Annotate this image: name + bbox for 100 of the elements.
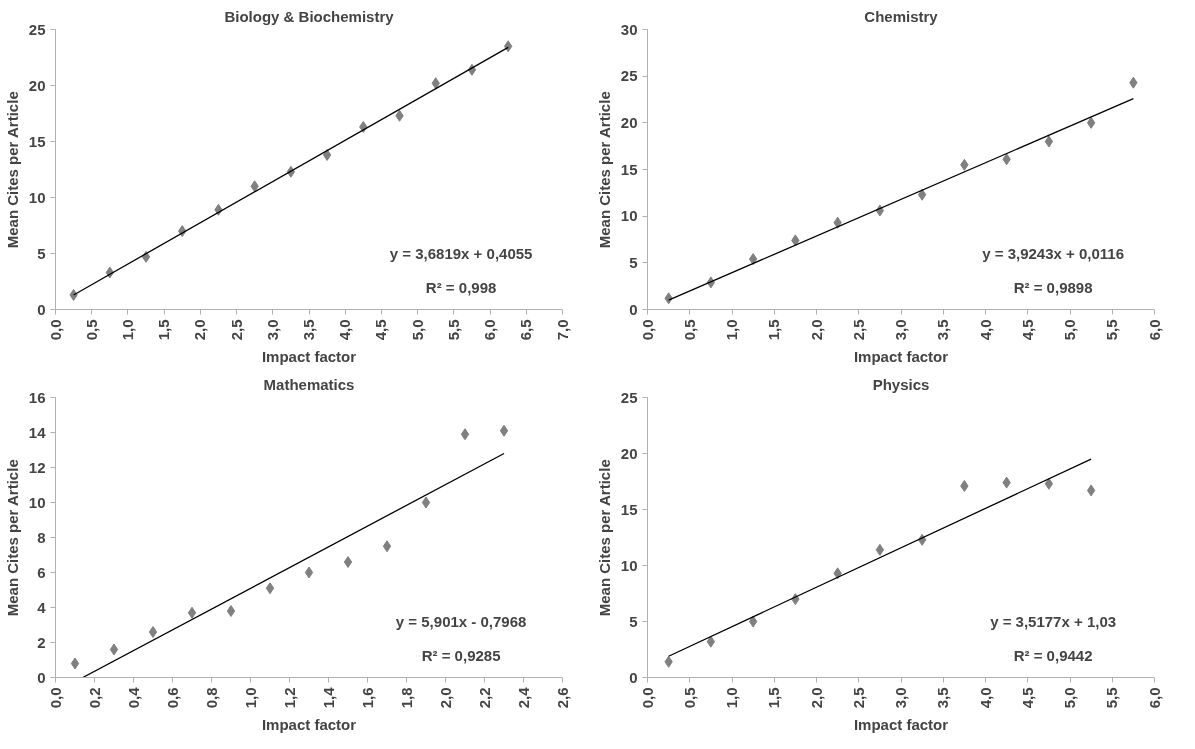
y-tick-label: 0 <box>37 668 46 686</box>
y-tick-label: 2 <box>37 633 46 651</box>
y-tick-label: 15 <box>620 160 638 178</box>
x-tick-label: 0,6 <box>163 687 181 709</box>
x-tick-label: 1,0 <box>723 319 740 341</box>
y-axis-title: Mean Cites per Article <box>595 91 613 249</box>
x-tick-label: 0,2 <box>85 687 103 709</box>
x-tick-label: 7,0 <box>553 319 571 341</box>
x-tick-label: 1,0 <box>241 687 259 709</box>
x-tick-label: 1,5 <box>765 319 783 341</box>
y-tick-label: 10 <box>28 188 46 206</box>
y-tick-label: 20 <box>28 76 46 94</box>
y-tick-label: 10 <box>28 493 46 511</box>
y-tick-label: 0 <box>37 300 46 318</box>
y-tick-label: 4 <box>37 598 47 616</box>
y-tick-label: 15 <box>28 132 46 150</box>
y-tick-label: 8 <box>37 528 46 546</box>
y-tick-label: 10 <box>620 207 638 225</box>
y-tick-label: 5 <box>37 244 46 262</box>
x-tick-label: 5,0 <box>1061 319 1078 341</box>
x-tick-label: 6,5 <box>517 319 535 341</box>
x-tick-label: 2,0 <box>436 687 454 709</box>
x-tick-label: 3,5 <box>934 687 952 709</box>
x-tick-label: 4,5 <box>1018 319 1036 341</box>
x-tick-label: 5,5 <box>444 319 462 341</box>
x-tick-label: 1,2 <box>280 687 298 709</box>
x-tick-label: 2,0 <box>807 687 825 709</box>
y-tick-label: 16 <box>28 388 46 406</box>
x-tick-label: 5,0 <box>1061 687 1078 709</box>
annotation: R² = 0,9442 <box>1013 646 1093 664</box>
x-axis-title: Impact factor <box>261 716 357 734</box>
x-tick-label: 2,2 <box>475 687 493 709</box>
chart-title: Physics <box>872 375 930 393</box>
chart-title: Biology & Biochemistry <box>224 7 395 25</box>
annotation: y = 3,6819x + 0,4055 <box>389 244 533 262</box>
x-tick-label: 1,4 <box>319 686 337 709</box>
x-tick-label: 3,0 <box>892 687 909 709</box>
y-tick-label: 5 <box>629 253 638 271</box>
y-axis-title: Mean Cites per Article <box>3 91 21 249</box>
y-tick-label: 10 <box>620 556 638 574</box>
x-tick-label: 5,5 <box>1103 319 1121 341</box>
x-axis-title: Impact factor <box>261 348 357 366</box>
y-tick-label: 30 <box>620 20 638 38</box>
x-tick-label: 4,5 <box>1018 687 1036 709</box>
x-tick-label: 3,0 <box>263 319 281 341</box>
x-tick-label: 6,0 <box>481 319 499 341</box>
y-tick-label: 25 <box>28 20 46 38</box>
x-axis-title: Impact factor <box>853 348 949 366</box>
y-axis-title: Mean Cites per Article <box>3 459 21 617</box>
y-tick-label: 15 <box>620 500 638 518</box>
x-tick-label: 6,0 <box>1145 319 1163 341</box>
x-tick-label: 2,5 <box>849 319 867 341</box>
x-tick-label: 2,4 <box>514 686 532 709</box>
x-axis-title: Impact factor <box>853 716 949 734</box>
x-tick-label: 1,0 <box>723 687 740 709</box>
x-tick-label: 0,5 <box>82 319 100 341</box>
x-tick-label: 0,5 <box>680 319 698 341</box>
x-tick-label: 1,5 <box>765 687 783 709</box>
y-tick-label: 12 <box>28 458 46 476</box>
annotation: y = 3,9243x + 0,0116 <box>982 244 1125 262</box>
x-tick-label: 2,5 <box>227 319 245 341</box>
x-tick-label: 0,4 <box>124 686 142 709</box>
x-tick-label: 1,8 <box>397 687 415 709</box>
x-tick-label: 2,6 <box>553 687 571 709</box>
annotation: y = 5,901x - 0,7968 <box>395 612 527 630</box>
y-tick-label: 20 <box>620 113 638 131</box>
x-tick-label: 4,0 <box>976 319 994 341</box>
x-tick-label: 2,5 <box>849 687 867 709</box>
y-tick-label: 25 <box>620 67 638 85</box>
y-tick-label: 0 <box>629 300 638 318</box>
y-tick-label: 20 <box>620 444 638 462</box>
x-tick-label: 4,0 <box>976 687 994 709</box>
x-tick-label: 0,8 <box>202 687 220 709</box>
annotation: y = 3,5177x + 1,03 <box>990 612 1117 630</box>
x-tick-label: 2,0 <box>191 319 209 341</box>
x-tick-label: 3,0 <box>892 319 909 341</box>
annotation: R² = 0,998 <box>425 278 497 296</box>
chart-title: Chemistry <box>864 7 939 25</box>
x-tick-label: 0,0 <box>46 319 64 341</box>
x-tick-label: 0,0 <box>46 687 64 709</box>
x-tick-label: 6,0 <box>1145 687 1163 709</box>
y-tick-label: 14 <box>28 423 47 441</box>
x-tick-label: 4,0 <box>336 319 354 341</box>
x-tick-label: 3,5 <box>300 319 317 341</box>
x-tick-label: 4,5 <box>372 319 390 341</box>
annotation: R² = 0,9285 <box>421 646 501 664</box>
x-tick-label: 3,5 <box>934 319 952 341</box>
x-tick-label: 1,5 <box>155 319 173 341</box>
x-tick-label: 2,0 <box>807 319 825 341</box>
y-tick-label: 25 <box>620 388 638 406</box>
x-tick-label: 5,0 <box>408 319 426 341</box>
x-tick-label: 5,5 <box>1103 687 1121 709</box>
chart-title: Mathematics <box>263 375 355 393</box>
y-tick-label: 0 <box>629 668 638 686</box>
x-tick-label: 1,0 <box>118 319 136 341</box>
y-tick-label: 6 <box>37 563 46 581</box>
y-tick-label: 5 <box>629 612 638 630</box>
x-tick-label: 0,5 <box>680 687 698 709</box>
x-tick-label: 0,0 <box>638 687 656 709</box>
x-tick-label: 0,0 <box>638 319 656 341</box>
